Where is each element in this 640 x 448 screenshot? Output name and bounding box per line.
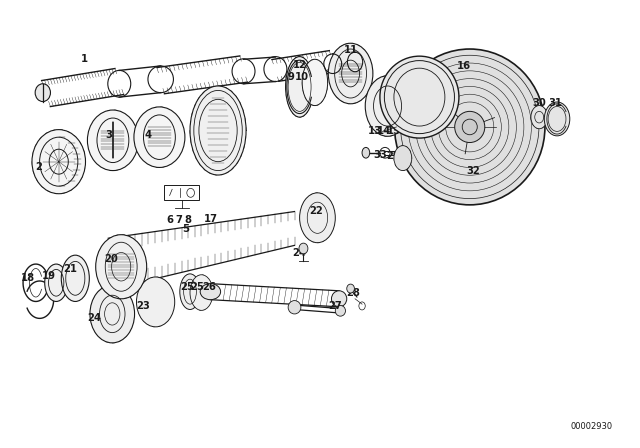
Ellipse shape bbox=[302, 59, 328, 106]
Text: 5: 5 bbox=[182, 224, 189, 234]
Ellipse shape bbox=[454, 112, 484, 142]
Ellipse shape bbox=[544, 102, 570, 136]
Ellipse shape bbox=[88, 110, 138, 171]
Text: 26: 26 bbox=[202, 282, 216, 292]
Text: 7: 7 bbox=[176, 215, 182, 224]
Ellipse shape bbox=[394, 146, 412, 171]
Text: 25: 25 bbox=[180, 282, 195, 292]
Text: 25: 25 bbox=[191, 282, 205, 292]
Text: 00002930: 00002930 bbox=[571, 422, 613, 431]
Text: 27: 27 bbox=[328, 301, 342, 311]
Text: 23: 23 bbox=[136, 301, 150, 311]
Ellipse shape bbox=[332, 291, 347, 307]
Text: 13: 13 bbox=[368, 125, 382, 135]
Text: 8: 8 bbox=[184, 215, 191, 224]
Text: 15: 15 bbox=[387, 125, 401, 135]
Ellipse shape bbox=[35, 84, 51, 102]
Text: 3: 3 bbox=[105, 130, 112, 140]
Ellipse shape bbox=[190, 275, 213, 310]
Ellipse shape bbox=[347, 284, 355, 293]
Ellipse shape bbox=[299, 243, 308, 254]
Text: 21: 21 bbox=[63, 263, 77, 274]
Text: 2: 2 bbox=[35, 162, 42, 172]
Ellipse shape bbox=[365, 76, 410, 136]
Ellipse shape bbox=[32, 129, 86, 194]
Ellipse shape bbox=[335, 306, 346, 316]
Ellipse shape bbox=[90, 285, 134, 343]
Ellipse shape bbox=[190, 86, 246, 175]
Text: 19: 19 bbox=[42, 271, 56, 280]
Text: 4: 4 bbox=[145, 130, 152, 140]
Bar bbox=[164, 185, 199, 199]
Ellipse shape bbox=[200, 284, 221, 300]
Text: 31: 31 bbox=[548, 98, 563, 108]
Ellipse shape bbox=[136, 277, 175, 327]
Text: 29: 29 bbox=[386, 151, 399, 161]
Ellipse shape bbox=[96, 235, 147, 299]
Text: 16: 16 bbox=[456, 60, 470, 70]
Ellipse shape bbox=[288, 301, 301, 314]
Text: 6: 6 bbox=[166, 215, 173, 224]
Text: 18: 18 bbox=[21, 273, 35, 283]
Text: 17: 17 bbox=[204, 214, 218, 224]
Ellipse shape bbox=[380, 56, 459, 138]
Text: 32: 32 bbox=[466, 166, 480, 176]
Text: 24: 24 bbox=[292, 248, 307, 258]
Ellipse shape bbox=[362, 147, 370, 158]
Text: 12: 12 bbox=[292, 60, 307, 69]
Text: 1: 1 bbox=[81, 54, 88, 64]
Text: 20: 20 bbox=[104, 254, 118, 264]
Text: 10: 10 bbox=[295, 72, 309, 82]
Text: 24: 24 bbox=[88, 314, 101, 323]
Text: 22: 22 bbox=[309, 206, 323, 215]
Text: 14: 14 bbox=[377, 125, 392, 135]
Text: 30: 30 bbox=[532, 98, 546, 108]
Text: 9: 9 bbox=[288, 72, 295, 82]
Ellipse shape bbox=[328, 43, 373, 104]
Text: 33: 33 bbox=[373, 150, 387, 159]
Ellipse shape bbox=[180, 274, 200, 310]
Ellipse shape bbox=[61, 255, 90, 302]
Ellipse shape bbox=[285, 56, 314, 117]
Ellipse shape bbox=[134, 107, 185, 168]
Ellipse shape bbox=[300, 193, 335, 243]
Ellipse shape bbox=[45, 264, 68, 302]
Ellipse shape bbox=[394, 49, 545, 205]
Text: 28: 28 bbox=[346, 288, 360, 297]
Ellipse shape bbox=[531, 106, 547, 129]
Text: 11: 11 bbox=[344, 45, 358, 56]
